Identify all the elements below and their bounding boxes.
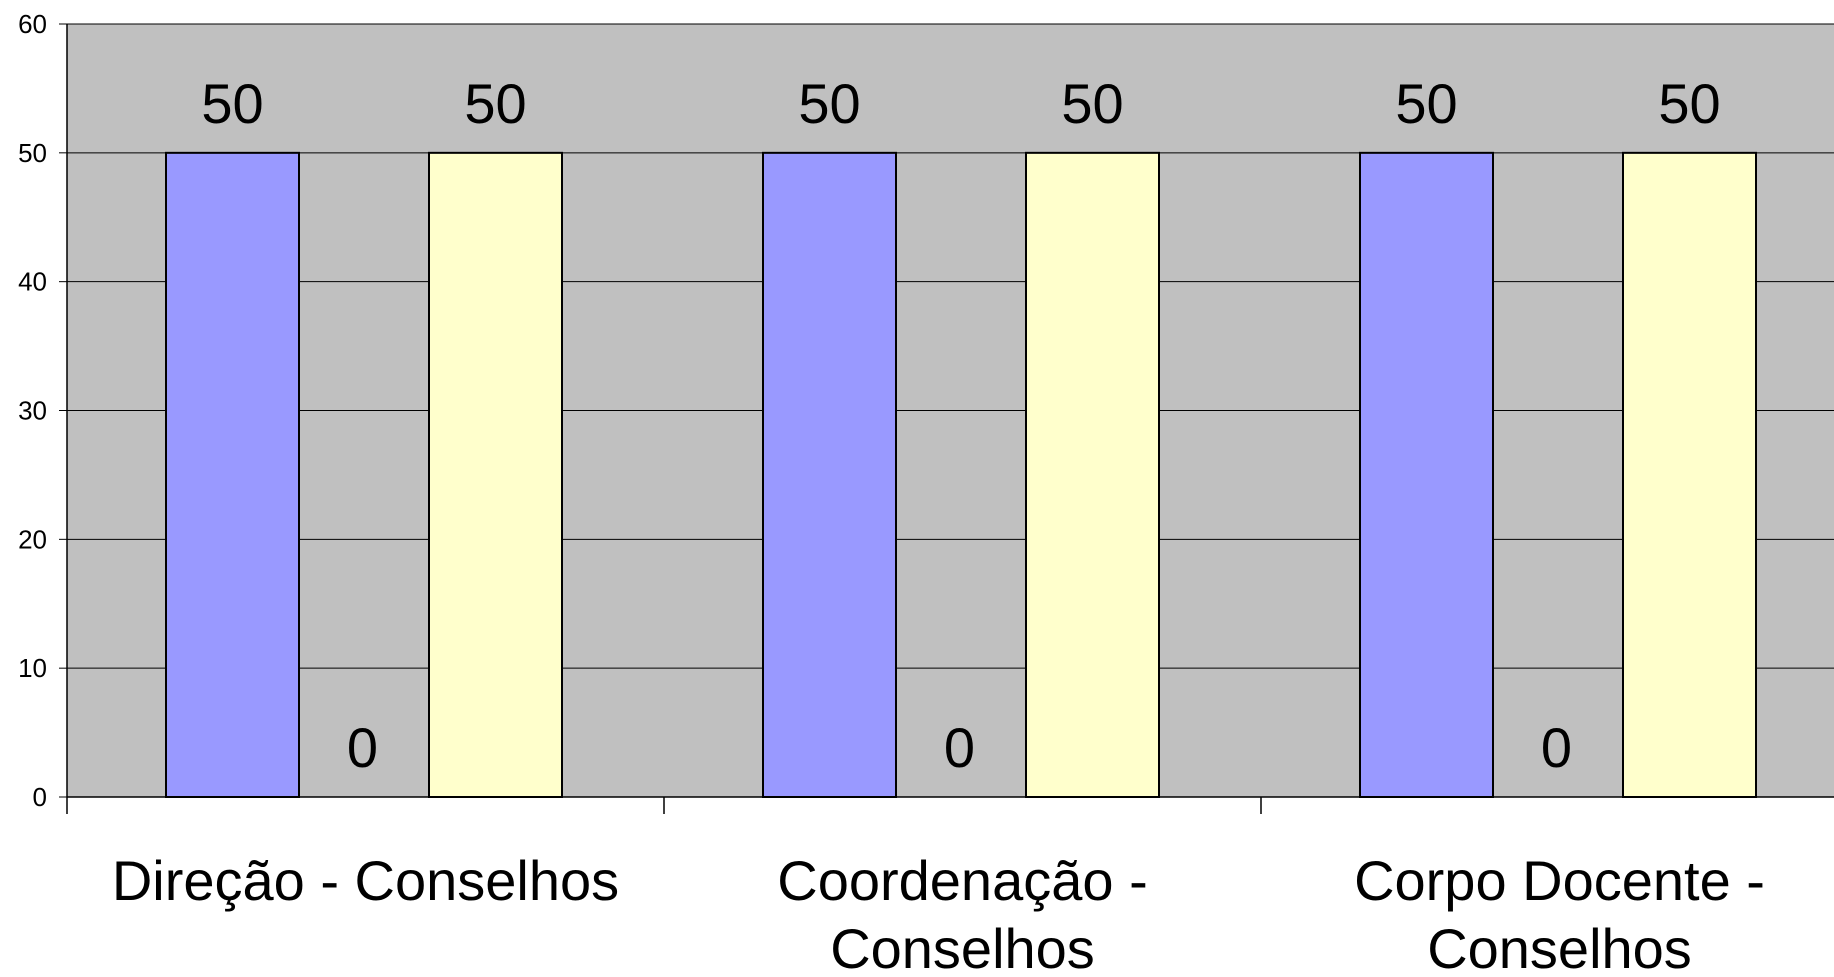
category-labels: Direção - Conselhos Coordenação -Conselho… [112,849,1765,977]
bar [1025,151,1160,799]
data-label: 50 [464,72,526,135]
data-label: 50 [1061,72,1123,135]
bar [1359,151,1494,799]
y-tick-label: 30 [18,396,47,426]
y-tick-label: 20 [18,524,47,554]
y-tick-label: 40 [18,267,47,297]
bar [165,151,300,799]
bar [428,151,563,799]
gridlines [67,23,1834,669]
bar [1622,151,1757,799]
y-tick-label: 60 [18,9,47,39]
bar [762,151,897,799]
category-label: Conselhos [830,917,1095,977]
data-label: 50 [1395,72,1457,135]
data-labels: 50 50 50 0 0 0 50 50 50 [201,72,1720,779]
data-label: 0 [1541,716,1572,779]
category-label: Direção - Conselhos [112,849,619,912]
data-label: 0 [347,716,378,779]
axes: 0 10 20 30 40 50 60 [18,9,1834,814]
data-label: 50 [798,72,860,135]
category-label: Conselhos [1427,917,1692,977]
data-label: 0 [944,716,975,779]
data-label: 50 [1658,72,1720,135]
bars [165,151,1757,799]
y-tick-label: 0 [33,782,47,812]
category-label: Corpo Docente - [1354,849,1765,912]
data-label: 50 [201,72,263,135]
y-tick-label: 50 [18,138,47,168]
y-tick-label: 10 [18,653,47,683]
category-label: Coordenação - [777,849,1147,912]
